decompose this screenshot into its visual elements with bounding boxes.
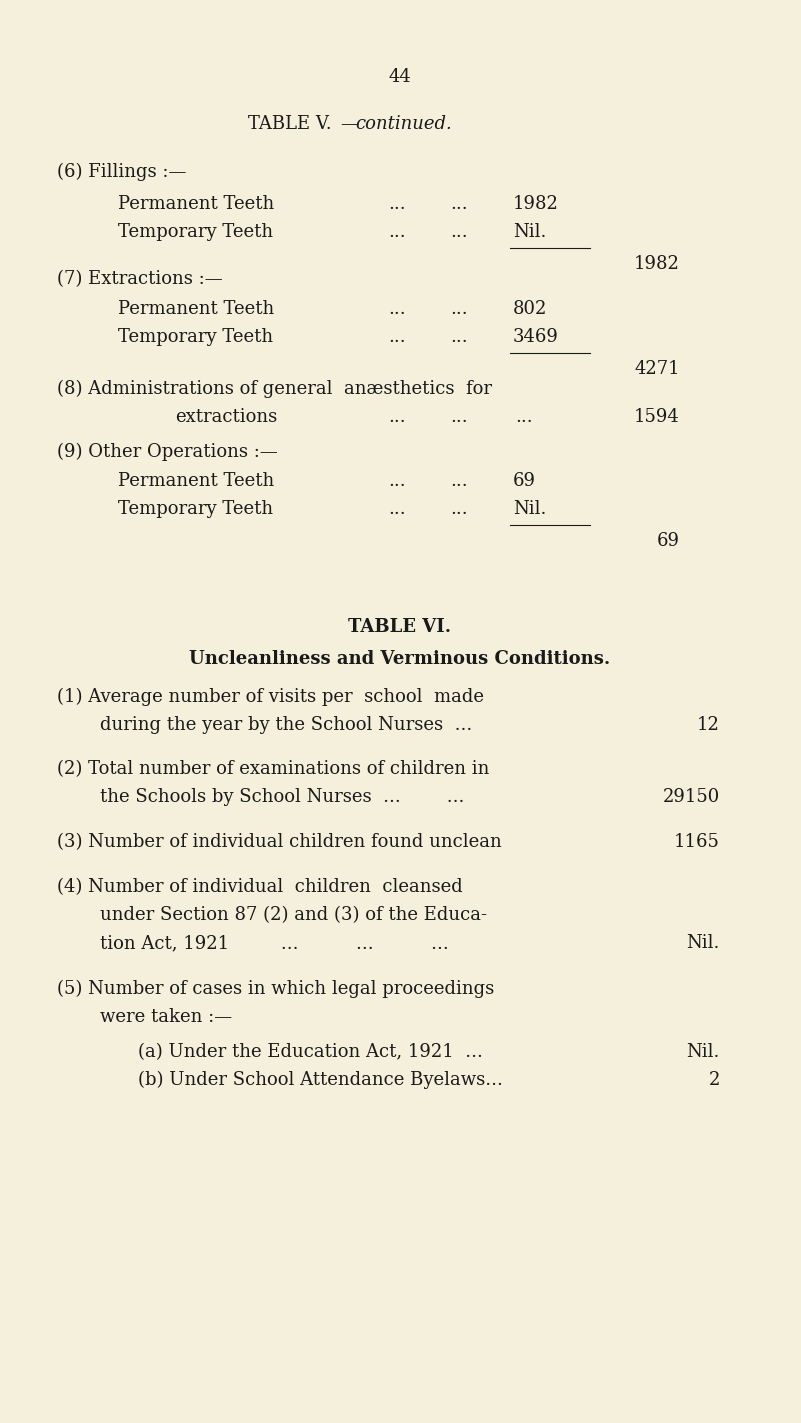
Text: ...: ... [515, 408, 533, 425]
Text: ...: ... [388, 408, 405, 425]
Text: Permanent Teeth: Permanent Teeth [118, 300, 274, 317]
Text: (9) Other Operations :—: (9) Other Operations :— [57, 443, 278, 461]
Text: ...: ... [388, 499, 405, 518]
Text: (8) Administrations of general  anæsthetics  for: (8) Administrations of general anæstheti… [57, 380, 492, 398]
Text: TABLE VI.: TABLE VI. [348, 618, 452, 636]
Text: ...: ... [450, 499, 468, 518]
Text: tion Act, 1921         ...          ...          ...: tion Act, 1921 ... ... ... [100, 933, 449, 952]
Text: Temporary Teeth: Temporary Teeth [118, 223, 273, 240]
Text: 802: 802 [513, 300, 547, 317]
Text: (2) Total number of examinations of children in: (2) Total number of examinations of chil… [57, 760, 489, 778]
Text: ...: ... [450, 327, 468, 346]
Text: Permanent Teeth: Permanent Teeth [118, 195, 274, 213]
Text: during the year by the School Nurses  ...: during the year by the School Nurses ... [100, 716, 473, 734]
Text: 1594: 1594 [634, 408, 680, 425]
Text: 1165: 1165 [674, 832, 720, 851]
Text: continued.: continued. [355, 115, 452, 132]
Text: were taken :—: were taken :— [100, 1007, 232, 1026]
Text: Nil.: Nil. [513, 499, 546, 518]
Text: 44: 44 [388, 68, 412, 85]
Text: Temporary Teeth: Temporary Teeth [118, 499, 273, 518]
Text: TABLE V.: TABLE V. [248, 115, 332, 132]
Text: Nil.: Nil. [686, 1043, 720, 1062]
Text: Nil.: Nil. [513, 223, 546, 240]
Text: the Schools by School Nurses  ...        ...: the Schools by School Nurses ... ... [100, 788, 465, 805]
Text: 69: 69 [657, 532, 680, 551]
Text: 1982: 1982 [634, 255, 680, 273]
Text: 29150: 29150 [662, 788, 720, 805]
Text: (6) Fillings :—: (6) Fillings :— [57, 164, 187, 181]
Text: 3469: 3469 [513, 327, 559, 346]
Text: 2: 2 [709, 1072, 720, 1089]
Text: (1) Average number of visits per  school  made: (1) Average number of visits per school … [57, 687, 484, 706]
Text: under Section 87 (2) and (3) of the Educa-: under Section 87 (2) and (3) of the Educ… [100, 906, 487, 924]
Text: (a) Under the Education Act, 1921  ...: (a) Under the Education Act, 1921 ... [138, 1043, 483, 1062]
Text: ...: ... [450, 300, 468, 317]
Text: (7) Extractions :—: (7) Extractions :— [57, 270, 223, 287]
Text: Permanent Teeth: Permanent Teeth [118, 472, 274, 490]
Text: ...: ... [388, 472, 405, 490]
Text: Temporary Teeth: Temporary Teeth [118, 327, 273, 346]
Text: (b) Under School Attendance Byelaws...: (b) Under School Attendance Byelaws... [138, 1072, 503, 1089]
Text: ...: ... [450, 472, 468, 490]
Text: extractions: extractions [175, 408, 277, 425]
Text: ...: ... [388, 300, 405, 317]
Text: Uncleanliness and Verminous Conditions.: Uncleanliness and Verminous Conditions. [189, 650, 610, 667]
Text: ...: ... [388, 223, 405, 240]
Text: 12: 12 [697, 716, 720, 734]
Text: 4271: 4271 [634, 360, 680, 379]
Text: 69: 69 [513, 472, 536, 490]
Text: Nil.: Nil. [686, 933, 720, 952]
Text: ...: ... [450, 408, 468, 425]
Text: (4) Number of individual  children  cleansed: (4) Number of individual children cleans… [57, 878, 463, 896]
Text: ...: ... [388, 327, 405, 346]
Text: ...: ... [450, 223, 468, 240]
Text: ...: ... [450, 195, 468, 213]
Text: (5) Number of cases in which legal proceedings: (5) Number of cases in which legal proce… [57, 980, 494, 999]
Text: 1982: 1982 [513, 195, 559, 213]
Text: (3) Number of individual children found unclean: (3) Number of individual children found … [57, 832, 501, 851]
Text: —: — [340, 115, 358, 132]
Text: ...: ... [388, 195, 405, 213]
